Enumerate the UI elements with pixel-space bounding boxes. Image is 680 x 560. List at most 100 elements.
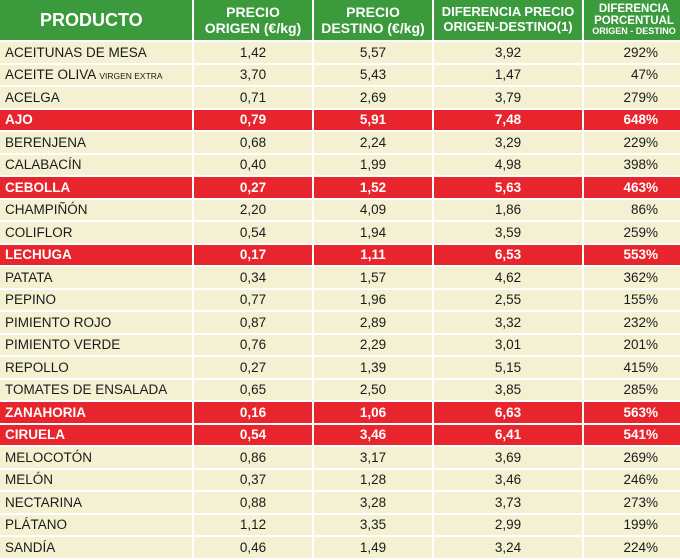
- cell-producto: AJO: [0, 109, 192, 130]
- cell-diferencia-precio: 3,59: [434, 222, 582, 243]
- cell-diferencia-precio: 3,92: [434, 42, 582, 63]
- cell-precio-origen: 0,88: [194, 492, 312, 513]
- header-row: PRODUCTO PRECIO ORIGEN (€/kg) PRECIO DESTI…: [0, 0, 680, 40]
- table-row: LECHUGA 0,17 1,11 6,53 553%: [0, 244, 680, 265]
- cell-precio-destino: 1,99: [314, 154, 432, 175]
- cell-precio-destino: 2,50: [314, 379, 432, 400]
- cell-diferencia-porcentual: 292%: [584, 42, 680, 63]
- table-row: PEPINO 0,77 1,96 2,55 155%: [0, 289, 680, 310]
- cell-diferencia-porcentual: 246%: [584, 469, 680, 490]
- cell-producto: CALABACÍN: [0, 154, 192, 175]
- cell-precio-origen: 0,16: [194, 402, 312, 423]
- cell-precio-origen: 0,65: [194, 379, 312, 400]
- table-body: ACEITUNAS DE MESA 1,42 5,57 3,92 292% ACEITE …: [0, 42, 680, 558]
- cell-producto: SANDÍA: [0, 537, 192, 558]
- cell-producto: MELOCOTÓN: [0, 447, 192, 468]
- cell-producto: CIRUELA: [0, 424, 192, 445]
- cell-precio-origen: 0,86: [194, 447, 312, 468]
- table-row: ACELGA 0,71 2,69 3,79 279%: [0, 87, 680, 108]
- cell-diferencia-porcentual: 463%: [584, 177, 680, 198]
- table-row: COLIFLOR 0,54 1,94 3,59 259%: [0, 222, 680, 243]
- table-row: PATATA 0,34 1,57 4,62 362%: [0, 267, 680, 288]
- table-row: REPOLLO 0,27 1,39 5,15 415%: [0, 357, 680, 378]
- cell-producto: TOMATES DE ENSALADA: [0, 379, 192, 400]
- cell-diferencia-porcentual: 269%: [584, 447, 680, 468]
- header-producto: PRODUCTO: [0, 0, 192, 40]
- cell-diferencia-porcentual: 415%: [584, 357, 680, 378]
- cell-diferencia-porcentual: 279%: [584, 87, 680, 108]
- cell-diferencia-porcentual: 553%: [584, 244, 680, 265]
- cell-diferencia-precio: 3,24: [434, 537, 582, 558]
- cell-precio-destino: 2,24: [314, 132, 432, 153]
- cell-diferencia-porcentual: 541%: [584, 424, 680, 445]
- cell-diferencia-porcentual: 259%: [584, 222, 680, 243]
- table-row: TOMATES DE ENSALADA 0,65 2,50 3,85 285%: [0, 379, 680, 400]
- cell-precio-origen: 0,68: [194, 132, 312, 153]
- table-row: CHAMPIÑÓN 2,20 4,09 1,86 86%: [0, 199, 680, 220]
- cell-diferencia-precio: 4,62: [434, 267, 582, 288]
- cell-producto: CEBOLLA: [0, 177, 192, 198]
- cell-precio-destino: 2,69: [314, 87, 432, 108]
- cell-diferencia-precio: 6,41: [434, 424, 582, 445]
- cell-precio-destino: 1,52: [314, 177, 432, 198]
- cell-precio-origen: 0,46: [194, 537, 312, 558]
- cell-producto: PIMIENTO VERDE: [0, 334, 192, 355]
- cell-precio-origen: 0,17: [194, 244, 312, 265]
- cell-precio-origen: 0,34: [194, 267, 312, 288]
- cell-diferencia-porcentual: 232%: [584, 312, 680, 333]
- cell-producto: BERENJENA: [0, 132, 192, 153]
- cell-diferencia-precio: 1,86: [434, 199, 582, 220]
- cell-producto: REPOLLO: [0, 357, 192, 378]
- cell-diferencia-precio: 2,99: [434, 514, 582, 535]
- cell-diferencia-precio: 3,69: [434, 447, 582, 468]
- cell-producto: LECHUGA: [0, 244, 192, 265]
- cell-producto: PATATA: [0, 267, 192, 288]
- cell-diferencia-precio: 1,47: [434, 64, 582, 85]
- table-row: AJO 0,79 5,91 7,48 648%: [0, 109, 680, 130]
- cell-precio-origen: 0,27: [194, 177, 312, 198]
- cell-diferencia-precio: 2,55: [434, 289, 582, 310]
- cell-diferencia-porcentual: 224%: [584, 537, 680, 558]
- table-row: NECTARINA 0,88 3,28 3,73 273%: [0, 492, 680, 513]
- table-row: MELOCOTÓN 0,86 3,17 3,69 269%: [0, 447, 680, 468]
- cell-diferencia-porcentual: 155%: [584, 289, 680, 310]
- cell-precio-destino: 3,17: [314, 447, 432, 468]
- cell-producto: ZANAHORIA: [0, 402, 192, 423]
- cell-diferencia-precio: 7,48: [434, 109, 582, 130]
- cell-precio-origen: 0,77: [194, 289, 312, 310]
- table-row: ZANAHORIA 0,16 1,06 6,63 563%: [0, 402, 680, 423]
- cell-precio-destino: 2,89: [314, 312, 432, 333]
- cell-diferencia-precio: 3,85: [434, 379, 582, 400]
- header-diferencia-precio: DIFERENCIA PRECIO ORIGEN-DESTINO(1): [434, 0, 582, 40]
- cell-diferencia-precio: 3,29: [434, 132, 582, 153]
- table-row: CIRUELA 0,54 3,46 6,41 541%: [0, 424, 680, 445]
- table-row: CEBOLLA 0,27 1,52 5,63 463%: [0, 177, 680, 198]
- cell-precio-origen: 0,76: [194, 334, 312, 355]
- cell-precio-origen: 0,79: [194, 109, 312, 130]
- cell-producto: NECTARINA: [0, 492, 192, 513]
- cell-producto: PIMIENTO ROJO: [0, 312, 192, 333]
- cell-diferencia-porcentual: 362%: [584, 267, 680, 288]
- cell-producto: ACELGA: [0, 87, 192, 108]
- cell-precio-destino: 5,57: [314, 42, 432, 63]
- cell-diferencia-porcentual: 273%: [584, 492, 680, 513]
- cell-producto: MELÓN: [0, 469, 192, 490]
- cell-precio-origen: 0,40: [194, 154, 312, 175]
- header-diferencia-porcentual: DIFERENCIA PORCENTUAL ORIGEN - DESTINO: [584, 0, 680, 40]
- cell-producto: COLIFLOR: [0, 222, 192, 243]
- cell-precio-destino: 3,28: [314, 492, 432, 513]
- cell-diferencia-porcentual: 229%: [584, 132, 680, 153]
- table-row: SANDÍA 0,46 1,49 3,24 224%: [0, 537, 680, 558]
- cell-precio-origen: 1,42: [194, 42, 312, 63]
- cell-diferencia-porcentual: 86%: [584, 199, 680, 220]
- cell-diferencia-precio: 6,53: [434, 244, 582, 265]
- cell-precio-destino: 1,06: [314, 402, 432, 423]
- cell-diferencia-precio: 6,63: [434, 402, 582, 423]
- cell-precio-destino: 1,49: [314, 537, 432, 558]
- cell-precio-destino: 1,28: [314, 469, 432, 490]
- table-row: ACEITUNAS DE MESA 1,42 5,57 3,92 292%: [0, 42, 680, 63]
- cell-producto: ACEITUNAS DE MESA: [0, 42, 192, 63]
- cell-diferencia-precio: 3,32: [434, 312, 582, 333]
- cell-diferencia-porcentual: 648%: [584, 109, 680, 130]
